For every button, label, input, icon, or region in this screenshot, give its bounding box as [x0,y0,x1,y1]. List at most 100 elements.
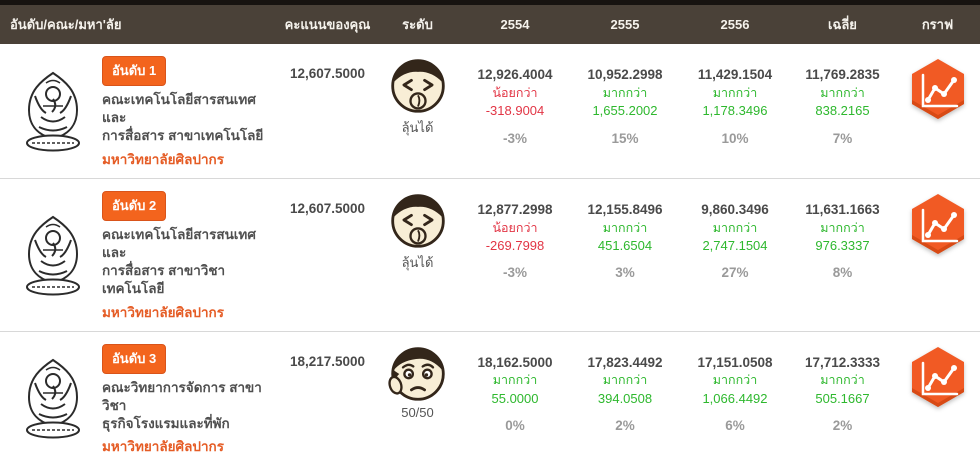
graph-cell [895,332,980,459]
rank-badge: อันดับ 2 [102,190,167,221]
stat-relation: มากกว่า [820,85,865,100]
chance-level-label: ลุ้นได้ [401,120,434,135]
faculty-name: คณะวิทยาการจัดการ สาขาวิชา ธุรกิจโรงแรมแ… [102,379,280,434]
stat-relation: มากกว่า [712,220,758,235]
stat-value: 11,429.1504 [697,67,773,82]
header-year-2555: 2555 [610,17,640,32]
stat-value: 11,631.1663 [805,201,880,217]
stat-2556: 11,429.1504 มากกว่า 1,178.3496 10% [680,44,790,178]
hope-face-icon [388,55,448,115]
chance-level-cell: 50/50 [375,332,460,459]
header-your-score: คะแนนของคุณ [284,17,371,32]
stat-diff: 1,066.4492 [702,390,768,406]
stat-diff: -269.7998 [485,238,545,254]
stat-2554: 12,877.2998 น้อยกว่า -269.7998 -3% [460,179,570,331]
stat-relation: มากกว่า [820,220,865,235]
faculty-line: คณะวิทยาการจัดการ สาขาวิชา [102,379,262,413]
stat-diff: 505.1667 [815,390,870,406]
header-graph: กราฟ [921,17,954,32]
stat-value: 9,860.3496 [701,201,769,217]
table-row: อันดับ 1 คณะเทคโนโลยีสารสนเทศและ การสื่อ… [0,44,980,179]
stat-value: 17,151.0508 [697,354,773,370]
header-rank-faculty-university: อันดับ/คณะ/มหา'ลัย [10,17,122,32]
faculty-line: คณะเทคโนโลยีสารสนเทศและ [102,92,256,126]
your-score: 12,607.5000 [289,200,366,216]
faculty-name: คณะเทคโนโลยีสารสนเทศและ การสื่อสาร สาขาเ… [102,91,280,146]
stat-value: 12,926.4004 [477,67,553,82]
faculty-line: ธุรกิจโรงแรมและที่พัก [102,415,230,431]
stat-2556: 9,860.3496 มากกว่า 2,747.1504 27% [680,179,790,331]
fifty-fifty-face-icon [385,343,448,403]
stat-value: 12,155.8496 [587,201,663,217]
hope-face-icon [388,190,448,250]
stat-average: 17,712.3333 มากกว่า 505.1667 2% [790,332,895,459]
faculty-info-cell: อันดับ 3 คณะวิทยาการจัดการ สาขาวิชา ธุรก… [0,332,280,459]
stat-diff: 55.0000 [491,390,539,406]
silpakorn-university-logo [16,342,90,458]
stat-percent: 27% [721,265,749,281]
silpakorn-university-logo [16,189,90,323]
stat-percent: -3% [502,265,527,281]
stat-2555: 10,952.2998 มากกว่า 1,655.2002 15% [570,44,680,178]
table-row: อันดับ 2 คณะเทคโนโลยีสารสนเทศและ การสื่อ… [0,178,980,332]
graph-cell [895,44,980,178]
stat-percent: 8% [832,265,853,281]
chance-level-label: 50/50 [401,404,434,420]
university-name: มหาวิทยาลัยศิลปากร [102,151,224,167]
chance-level-label: ลุ้นได้ [401,254,434,270]
stat-percent: 2% [615,418,635,434]
table-row: อันดับ 3 คณะวิทยาการจัดการ สาขาวิชา ธุรก… [0,331,980,459]
stat-value: 17,712.3333 [804,354,881,370]
stat-percent: -3% [502,130,527,146]
stat-percent: 15% [611,130,639,146]
stat-diff: 451.6504 [597,238,653,254]
faculty-line: คณะเทคโนโลยีสารสนเทศและ [102,226,256,260]
faculty-name: คณะเทคโนโลยีสารสนเทศและ การสื่อสาร สาขาว… [102,226,280,299]
rank-badge: อันดับ 1 [102,56,167,86]
faculty-line: การสื่อสาร สาขาเทคโนโลยี [102,128,264,144]
stat-relation: มากกว่า [602,220,648,235]
faculty-info-cell: อันดับ 2 คณะเทคโนโลยีสารสนเทศและ การสื่อ… [0,179,280,331]
header-year-2556: 2556 [720,17,750,32]
chance-level-cell: ลุ้นได้ [375,179,460,331]
your-score: 18,217.5000 [289,353,366,369]
stat-value: 17,823.4492 [587,354,663,370]
stat-diff: 1,655.2002 [592,103,658,119]
faculty-info-cell: อันดับ 1 คณะเทคโนโลยีสารสนเทศและ การสื่อ… [0,44,280,178]
header-level: ระดับ [402,17,433,32]
stat-percent: 2% [832,418,853,434]
header-average: เฉลี่ย [828,17,857,32]
stat-diff: -318.9004 [485,103,545,119]
stat-2556: 17,151.0508 มากกว่า 1,066.4492 6% [680,332,790,459]
graph-button[interactable] [910,58,966,120]
stat-value: 12,877.2998 [477,201,553,217]
stat-2555: 17,823.4492 มากกว่า 394.0508 2% [570,332,680,459]
stat-diff: 1,178.3496 [702,103,768,119]
silpakorn-university-logo [16,54,90,170]
stat-percent: 6% [725,418,745,434]
stat-relation: น้อยกว่า [492,220,538,235]
stat-diff: 394.0508 [597,390,653,406]
stat-relation: น้อยกว่า [492,85,538,100]
graph-cell [895,179,980,331]
stat-relation: มากกว่า [712,85,758,100]
stat-average: 11,769.2835 มากกว่า 838.2165 7% [790,44,895,178]
header-year-2554: 2554 [500,17,530,32]
stat-diff: 2,747.1504 [702,238,768,254]
stat-diff: 976.3337 [815,238,870,254]
stat-relation: มากกว่า [602,85,648,100]
faculty-line: การสื่อสาร สาขาวิชาเทคโนโลยี [102,263,226,297]
table-header-row: อันดับ/คณะ/มหา'ลัย คะแนนของคุณ ระดับ 255… [0,5,980,44]
stat-percent: 7% [832,130,853,146]
stat-relation: มากกว่า [820,373,865,388]
stat-2554: 12,926.4004 น้อยกว่า -318.9004 -3% [460,44,570,178]
stat-value: 10,952.2998 [587,67,663,82]
top-border-strip [0,0,980,5]
graph-button[interactable] [910,192,966,255]
stat-percent: 0% [505,418,525,434]
graph-button[interactable] [910,345,966,408]
stat-value: 11,769.2835 [805,67,880,82]
rank-badge: อันดับ 3 [102,343,167,374]
stat-value: 18,162.5000 [477,354,553,370]
